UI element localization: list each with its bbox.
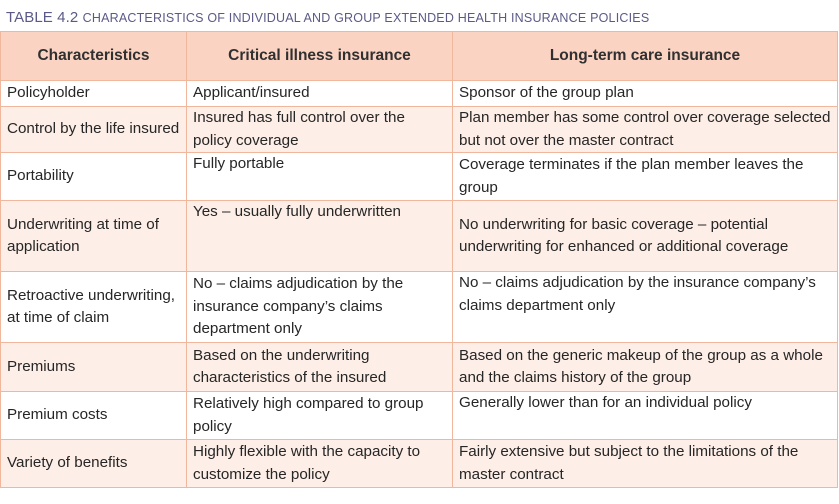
table-title: Characteristics of individual and group … bbox=[82, 11, 650, 25]
long-term-care-cell: Fairly extensive but subject to the limi… bbox=[452, 439, 838, 488]
table-row: Variety of benefits Highly flexible with… bbox=[0, 439, 838, 488]
row-label: Retroactive underwriting, at time of cla… bbox=[0, 271, 187, 343]
row-label: Control by the life insured bbox=[0, 106, 187, 153]
table-row: Premiums Based on the underwriting chara… bbox=[0, 342, 838, 392]
critical-illness-cell: Fully portable bbox=[186, 152, 453, 201]
table-row: Portability Fully portable Coverage term… bbox=[0, 152, 838, 201]
critical-illness-cell: Highly flexible with the capacity to cus… bbox=[186, 439, 453, 488]
critical-illness-cell: No – claims adjudication by the insuranc… bbox=[186, 271, 453, 343]
row-label: Underwriting at time of application bbox=[0, 200, 187, 272]
critical-illness-cell: Yes – usually fully underwritten bbox=[186, 200, 453, 272]
critical-illness-cell: Based on the underwriting characteristic… bbox=[186, 342, 453, 392]
table-number: TABLE 4.2 bbox=[6, 9, 79, 26]
column-header-critical-illness: Critical illness insurance bbox=[186, 31, 453, 81]
table-row: Premium costs Relatively high compared t… bbox=[0, 391, 838, 440]
row-label: Premium costs bbox=[0, 391, 187, 440]
critical-illness-cell: Relatively high compared to group policy bbox=[186, 391, 453, 440]
row-label: Premiums bbox=[0, 342, 187, 392]
long-term-care-cell: Based on the generic makeup of the group… bbox=[452, 342, 838, 392]
column-header-long-term-care: Long-term care insurance bbox=[452, 31, 838, 81]
row-label: Policyholder bbox=[0, 80, 187, 107]
long-term-care-cell: Plan member has some control over covera… bbox=[452, 106, 838, 153]
column-header-characteristics: Characteristics bbox=[0, 31, 187, 81]
long-term-care-cell: No underwriting for basic coverage – pot… bbox=[452, 200, 838, 272]
long-term-care-cell: Coverage terminates if the plan member l… bbox=[452, 152, 838, 201]
critical-illness-cell: Insured has full control over the policy… bbox=[186, 106, 453, 153]
row-label: Portability bbox=[0, 152, 187, 201]
table-row: Underwriting at time of application Yes … bbox=[0, 200, 838, 272]
long-term-care-cell: No – claims adjudication by the insuranc… bbox=[452, 271, 838, 343]
table-row: Retroactive underwriting, at time of cla… bbox=[0, 271, 838, 343]
table-row: Policyholder Applicant/insured Sponsor o… bbox=[0, 80, 838, 107]
row-label: Variety of benefits bbox=[0, 439, 187, 488]
long-term-care-cell: Generally lower than for an individual p… bbox=[452, 391, 838, 440]
long-term-care-cell: Sponsor of the group plan bbox=[452, 80, 838, 107]
comparison-table: Characteristics Critical illness insuran… bbox=[0, 31, 838, 488]
table-caption: TABLE 4.2 Characteristics of individual … bbox=[6, 5, 649, 31]
table-row: Control by the life insured Insured has … bbox=[0, 106, 838, 153]
critical-illness-cell: Applicant/insured bbox=[186, 80, 453, 107]
header-row: Characteristics Critical illness insuran… bbox=[0, 31, 838, 81]
